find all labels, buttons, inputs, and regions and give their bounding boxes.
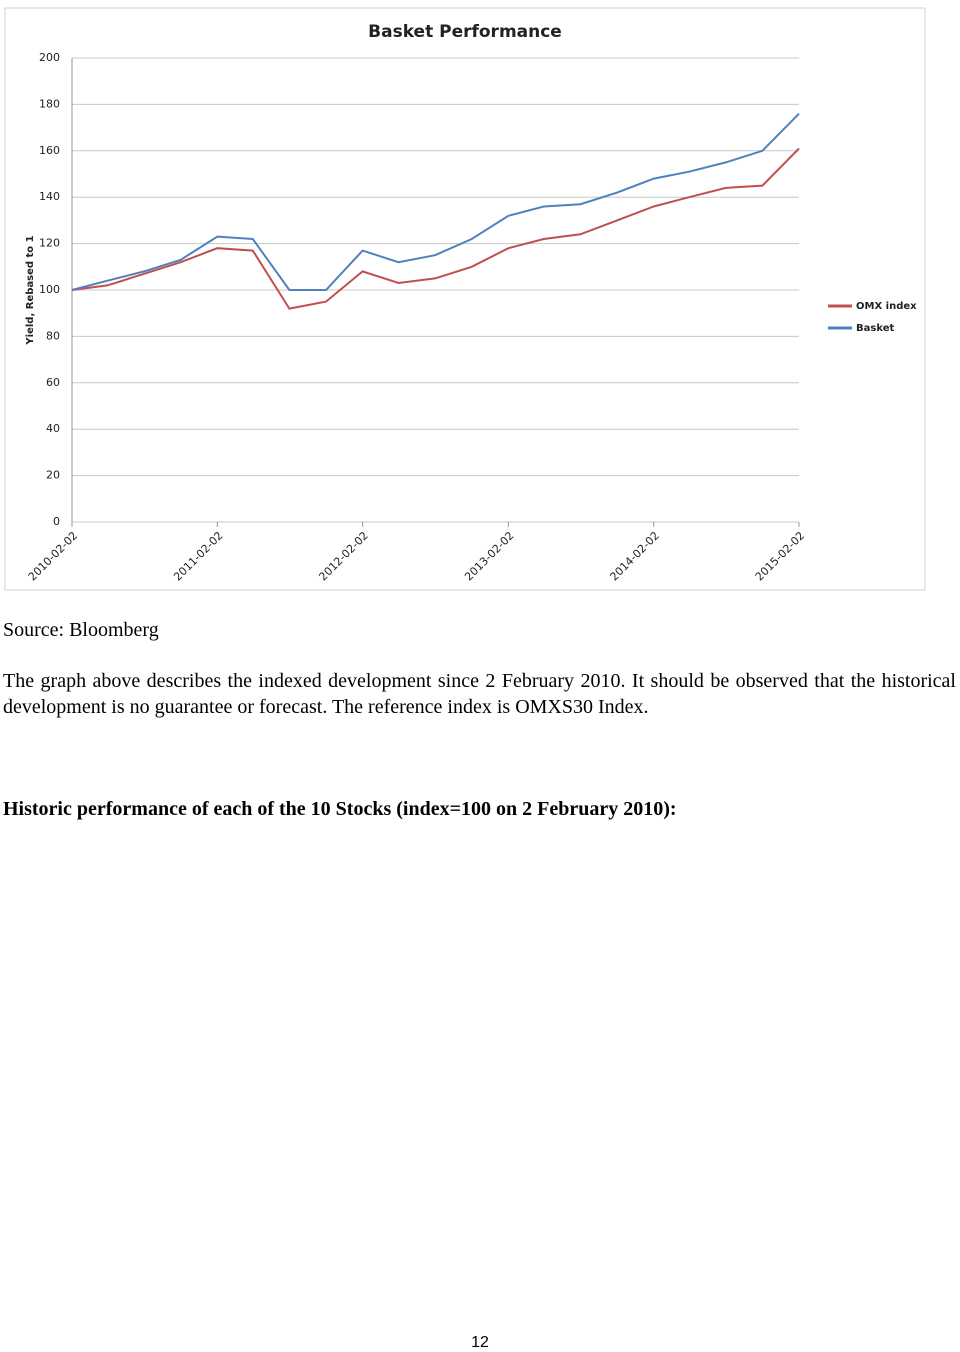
chart-frame <box>4 7 926 591</box>
y-tick-label: 60 <box>46 376 60 389</box>
paragraph: The graph above describes the indexed de… <box>3 670 956 718</box>
chart: Basket Performance Yield, Rebased to 1 0… <box>4 7 926 591</box>
y-tick-label: 200 <box>39 51 60 64</box>
y-tick-label: 100 <box>39 283 60 296</box>
legend-label: Basket <box>856 323 894 334</box>
heading: Historic performance of each of the 10 S… <box>3 798 677 820</box>
y-tick-label: 20 <box>46 469 60 482</box>
chart-title: Basket Performance <box>368 22 562 42</box>
y-axis-label: Yield, Rebased to 1 <box>25 235 36 345</box>
series-line <box>71 112 800 291</box>
source: Source: Bloomberg <box>3 619 159 641</box>
legend-label: OMX index <box>856 301 917 312</box>
y-tick-label: 180 <box>39 97 60 110</box>
y-tick-label: 140 <box>39 190 60 203</box>
y-tick-label: 120 <box>39 237 60 250</box>
y-tick-label: 160 <box>39 144 60 157</box>
series-line <box>71 147 800 310</box>
page-number: 12 <box>471 1334 489 1351</box>
y-tick-label: 40 <box>46 422 60 435</box>
y-tick-label: 80 <box>46 329 60 342</box>
y-tick-label: 0 <box>53 515 60 528</box>
